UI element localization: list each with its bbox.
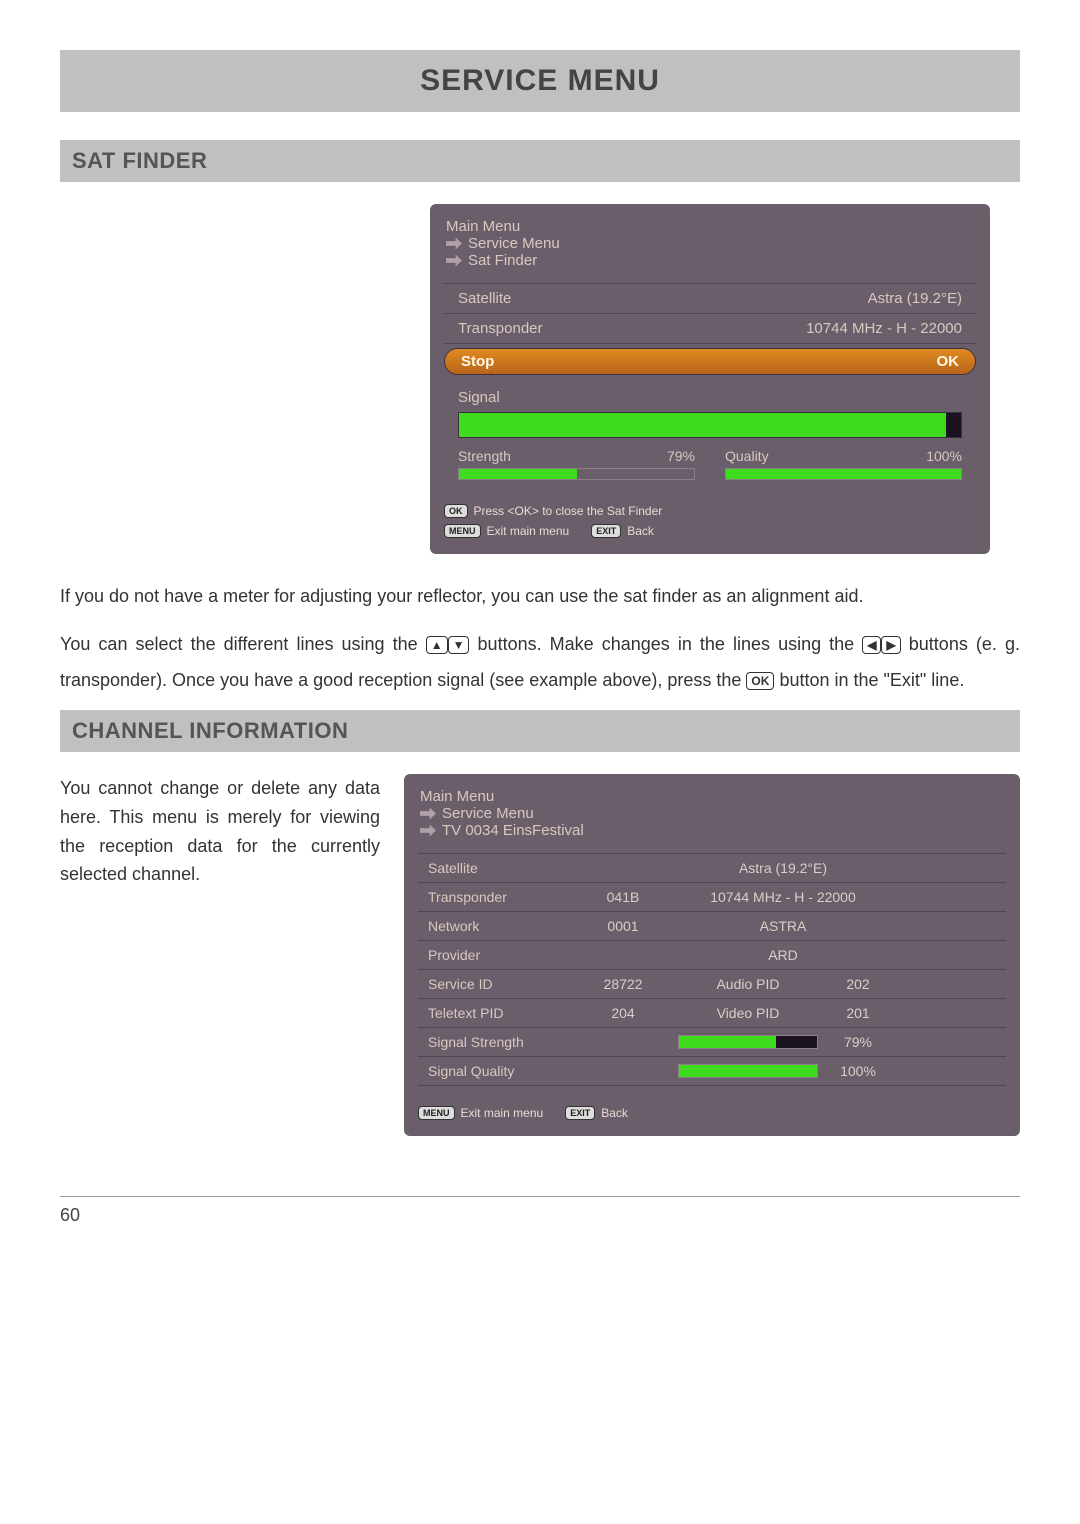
channel-info-osd: Main Menu Service Menu TV 0034 EinsFesti… [404,774,1020,1136]
quality-bar [725,468,962,480]
strength-pct: 79% [828,1034,888,1050]
ok-pill-icon: OK [444,504,468,518]
row-signal-strength: Signal Strength 79% [418,1028,1006,1057]
label: Transponder [428,889,568,905]
down-icon: ▼ [448,636,470,654]
breadcrumb-l2: Service Menu [468,235,560,252]
value2: 10744 MHz - H - 22000 [678,889,888,905]
exit-hint: Back [627,524,654,538]
row-signal-quality: Signal Quality 100% [418,1057,1006,1086]
value: Astra (19.2°E) [678,860,888,876]
left-icon: ◀ [862,636,881,654]
signal-label: Signal [458,389,962,406]
ok-hint: Press <OK> to close the Sat Finder [474,504,663,518]
quality-pct: 100% [926,448,962,464]
breadcrumb-l2: Service Menu [442,805,534,822]
breadcrumb-l1: Main Menu [446,218,520,235]
strength-bar [678,1035,818,1049]
label: Stop [461,353,494,370]
page-number: 60 [60,1196,1020,1226]
strength-pct: 79% [667,448,695,464]
right-icon: ▶ [881,636,900,654]
up-icon: ▲ [426,636,448,654]
row-satellite[interactable]: Satellite Astra (19.2°E) [444,283,976,314]
signal-bar [458,412,962,438]
value2: 201 [828,1005,888,1021]
signal-bar-fill [459,413,946,437]
body-text: If you do not have a meter for adjusting… [60,578,1020,614]
value1: 0001 [578,918,668,934]
value: ARD [678,947,888,963]
ci-row: Network 0001 ASTRA [418,912,1006,941]
arrow-icon [446,238,462,250]
exit-hint: Back [601,1106,628,1120]
text: You can select the different lines using… [60,634,426,654]
exit-pill-icon: EXIT [591,524,621,538]
label: Network [428,918,568,934]
label: Teletext PID [428,1005,568,1021]
value1: 28722 [578,976,668,992]
value: OK [937,353,960,370]
ci-row: Transponder 041B 10744 MHz - H - 22000 [418,883,1006,912]
label: Satellite [428,860,568,876]
label: Satellite [458,290,511,307]
value2: 202 [828,976,888,992]
body-text: You can select the different lines using… [60,626,1020,698]
label: Signal Strength [428,1034,568,1050]
ci-row: Satellite Astra (19.2°E) [418,853,1006,883]
strength-bar [458,468,695,480]
row-transponder[interactable]: Transponder 10744 MHz - H - 22000 [444,314,976,344]
value: 10744 MHz - H - 22000 [806,320,962,337]
label: Provider [428,947,568,963]
page-title: SERVICE MENU [60,50,1020,112]
menu-hint: Exit main menu [461,1106,544,1120]
channel-info-text: You cannot change or delete any data her… [60,774,380,889]
quality-bar-fill [679,1065,817,1077]
quality-pct: 100% [828,1063,888,1079]
row-stop-selected[interactable]: Stop OK [444,348,976,375]
menu-pill-icon: MENU [444,524,481,538]
section-heading-satfinder: SAT FINDER [60,140,1020,182]
ci-row: Teletext PID 204 Video PID 201 [418,999,1006,1028]
exit-pill-icon: EXIT [565,1106,595,1120]
label: Signal Quality [428,1063,568,1079]
quality-label: Quality [725,448,769,464]
strength-label: Strength [458,448,511,464]
section-heading-channelinfo: CHANNEL INFORMATION [60,710,1020,752]
quality-bar [678,1064,818,1078]
ok-icon: OK [746,672,774,690]
value1: 204 [578,1005,668,1021]
arrow-icon [420,825,436,837]
menu-hint: Exit main menu [487,524,570,538]
arrow-icon [420,808,436,820]
breadcrumb-l1: Main Menu [420,788,494,805]
value: Astra (19.2°E) [868,290,962,307]
text: buttons. Make changes in the lines using… [478,634,863,654]
text: button in the "Exit" line. [779,670,964,690]
value2: ASTRA [678,918,888,934]
value1: 041B [578,889,668,905]
breadcrumb-l3: Sat Finder [468,252,537,269]
ci-row: Service ID 28722 Audio PID 202 [418,970,1006,999]
label2: Audio PID [678,976,818,992]
label2: Video PID [678,1005,818,1021]
arrow-icon [446,255,462,267]
menu-pill-icon: MENU [418,1106,455,1120]
label: Service ID [428,976,568,992]
ci-row: Provider ARD [418,941,1006,970]
strength-bar-fill [459,469,577,479]
breadcrumb-l3: TV 0034 EinsFestival [442,822,584,839]
strength-bar-fill [679,1036,776,1048]
label: Transponder [458,320,543,337]
sat-finder-osd: Main Menu Service Menu Sat Finder Satell… [430,204,990,554]
quality-bar-fill [726,469,961,479]
